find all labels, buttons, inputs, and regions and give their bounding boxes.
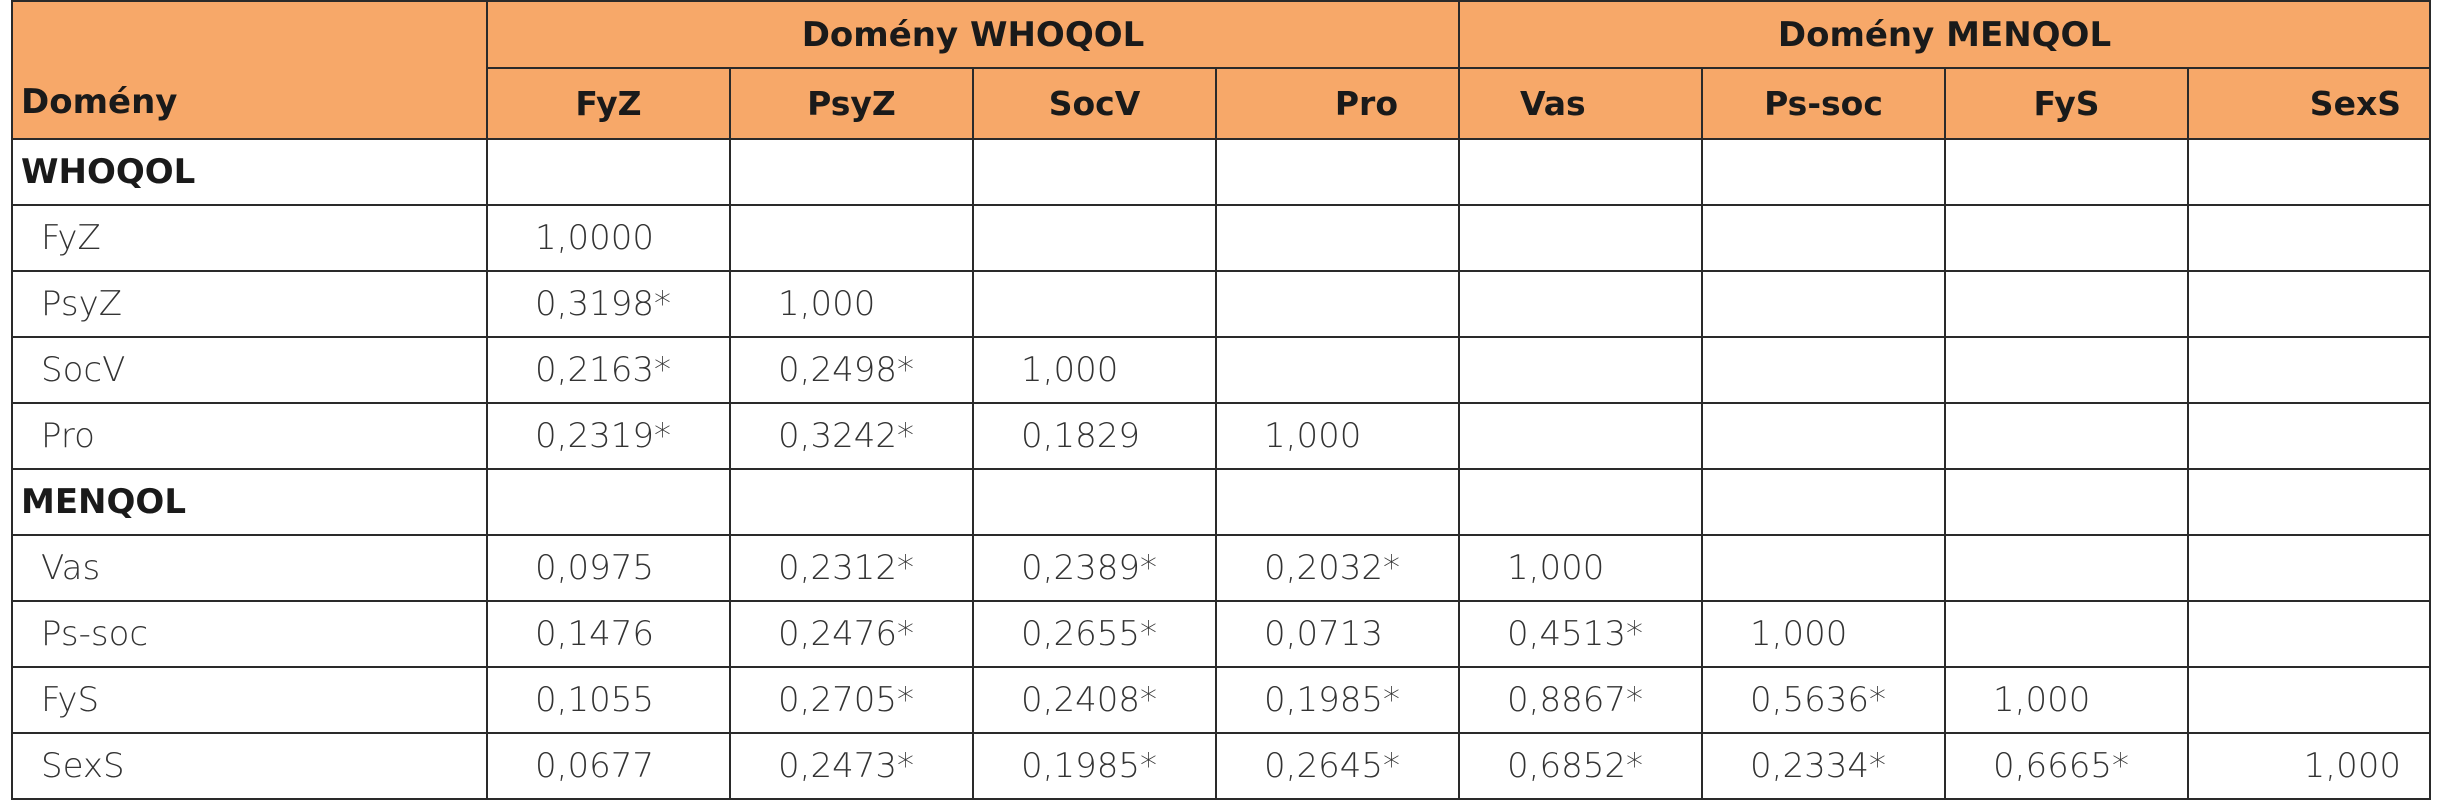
table-cell: 0,0713: [1215, 600, 1460, 668]
column-header: Ps-soc: [1701, 67, 1946, 140]
table-row: FyS 0,1055 0,2705* 0,2408* 0,1985* 0,886…: [11, 666, 2431, 734]
table-cell: 0,2705*: [729, 666, 974, 734]
row-label: FyS: [11, 666, 488, 734]
column-header: PsyZ: [729, 67, 974, 140]
table-cell: 1,000: [1458, 534, 1703, 602]
table-cell: [1458, 204, 1703, 272]
table-cell: [729, 204, 974, 272]
table-cell: [1701, 270, 1946, 338]
table-cell: [1458, 336, 1703, 404]
table-header: Domény Domény WHOQOL Domény MENQOL FyZ P…: [11, 0, 2431, 140]
table-container: Domény Domény WHOQOL Domény MENQOL FyZ P…: [11, 0, 2431, 800]
table-cell: 1,0000: [486, 204, 731, 272]
table-cell: [2187, 336, 2431, 404]
table-cell: 1,000: [1944, 666, 2189, 734]
column-header: Vas: [1458, 67, 1703, 140]
table-cell: 0,2319*: [486, 402, 731, 470]
column-header: SexS: [2187, 67, 2431, 140]
table-cell: 0,1476: [486, 600, 731, 668]
section-title: WHOQOL: [11, 138, 488, 206]
table-cell: [2187, 402, 2431, 470]
row-label: Pro: [11, 402, 488, 470]
table-cell: 1,000: [2187, 732, 2431, 800]
table-body: WHOQOL FyZ 1,0000 PsyZ 0,3198* 1,000: [11, 138, 2431, 800]
table-cell: [2187, 204, 2431, 272]
table-cell: [2187, 270, 2431, 338]
table-cell: 0,6852*: [1458, 732, 1703, 800]
table-row: SocV 0,2163* 0,2498* 1,000: [11, 336, 2431, 404]
table-cell: 0,2655*: [972, 600, 1217, 668]
column-header: FyS: [1944, 67, 2189, 140]
table-cell: 0,2334*: [1701, 732, 1946, 800]
row-label: PsyZ: [11, 270, 488, 338]
table-cell: 0,1985*: [972, 732, 1217, 800]
section-row: WHOQOL: [11, 138, 2431, 206]
table-cell: [972, 204, 1217, 272]
corner-header: Domény: [11, 0, 488, 140]
group-header-menqol: Domény MENQOL: [1458, 0, 2431, 69]
table-cell: 0,2408*: [972, 666, 1217, 734]
table-cell: 1,000: [1215, 402, 1460, 470]
table-cell: 1,000: [1701, 600, 1946, 668]
table-cell: [1701, 336, 1946, 404]
table-cell: [1944, 534, 2189, 602]
row-label: FyZ: [11, 204, 488, 272]
table-cell: 0,2032*: [1215, 534, 1460, 602]
table-cell: 0,2389*: [972, 534, 1217, 602]
column-header: SocV: [972, 67, 1217, 140]
section-row: MENQOL: [11, 468, 2431, 536]
table-cell: [1944, 600, 2189, 668]
table-cell: [1701, 204, 1946, 272]
table-cell: [972, 270, 1217, 338]
table-cell: 1,000: [729, 270, 974, 338]
table-cell: 0,2476*: [729, 600, 974, 668]
table-cell: 0,3242*: [729, 402, 974, 470]
column-header: FyZ: [486, 67, 731, 140]
table-cell: 0,1055: [486, 666, 731, 734]
row-label: SexS: [11, 732, 488, 800]
correlation-table: Domény Domény WHOQOL Domény MENQOL FyZ P…: [11, 0, 2431, 800]
table-row: Pro 0,2319* 0,3242* 0,1829 1,000: [11, 402, 2431, 470]
table-cell: 0,2498*: [729, 336, 974, 404]
table-cell: [1944, 270, 2189, 338]
table-cell: 0,4513*: [1458, 600, 1703, 668]
table-cell: 0,0677: [486, 732, 731, 800]
group-header-whoqol: Domény WHOQOL: [486, 0, 1460, 69]
column-header: Pro: [1215, 67, 1460, 140]
table-cell: 0,1829: [972, 402, 1217, 470]
row-label: SocV: [11, 336, 488, 404]
table-cell: 0,1985*: [1215, 666, 1460, 734]
table-cell: [2187, 666, 2431, 734]
table-cell: [1215, 336, 1460, 404]
table-cell: [1701, 402, 1946, 470]
table-cell: [2187, 534, 2431, 602]
table-cell: 0,2163*: [486, 336, 731, 404]
table-cell: [1458, 270, 1703, 338]
table-cell: 0,6665*: [1944, 732, 2189, 800]
table-row: SexS 0,0677 0,2473* 0,1985* 0,2645* 0,68…: [11, 732, 2431, 800]
table-cell: [1701, 534, 1946, 602]
row-label: Vas: [11, 534, 488, 602]
table-cell: [1944, 402, 2189, 470]
table-row: PsyZ 0,3198* 1,000: [11, 270, 2431, 338]
table-cell: 1,000: [972, 336, 1217, 404]
table-cell: [1944, 204, 2189, 272]
table-cell: [1944, 336, 2189, 404]
table-cell: 0,0975: [486, 534, 731, 602]
table-row: Ps-soc 0,1476 0,2476* 0,2655* 0,0713 0,4…: [11, 600, 2431, 668]
section-title: MENQOL: [11, 468, 488, 536]
table-row: Vas 0,0975 0,2312* 0,2389* 0,2032* 1,000: [11, 534, 2431, 602]
table-cell: 0,5636*: [1701, 666, 1946, 734]
row-label: Ps-soc: [11, 600, 488, 668]
table-cell: 0,2312*: [729, 534, 974, 602]
table-cell: 0,2473*: [729, 732, 974, 800]
table-cell: [1215, 204, 1460, 272]
table-cell: 0,2645*: [1215, 732, 1460, 800]
table-cell: 0,3198*: [486, 270, 731, 338]
table-cell: 0,8867*: [1458, 666, 1703, 734]
table-cell: [2187, 600, 2431, 668]
table-cell: [1215, 270, 1460, 338]
table-row: FyZ 1,0000: [11, 204, 2431, 272]
table-cell: [1458, 402, 1703, 470]
